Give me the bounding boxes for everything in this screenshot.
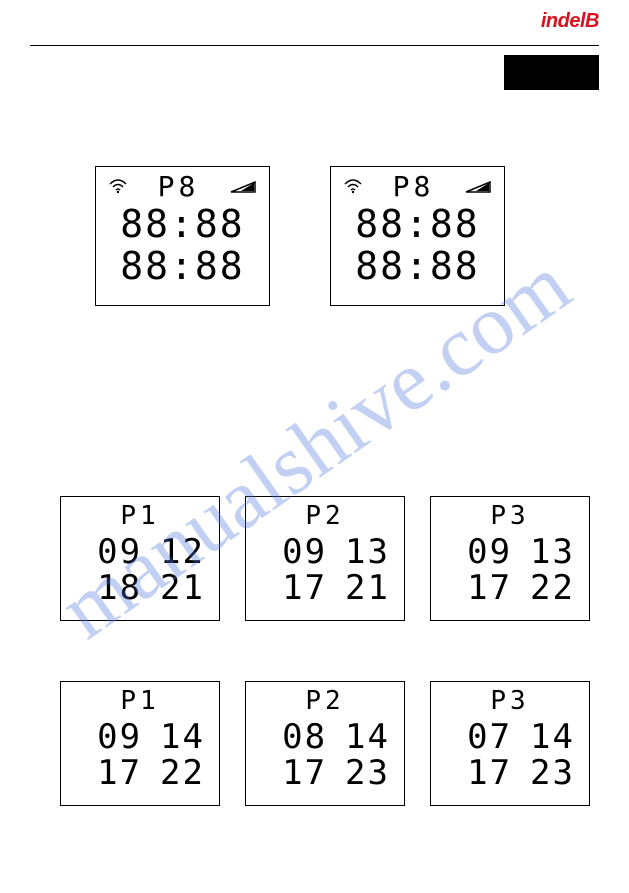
value-b: 22 bbox=[530, 571, 575, 605]
bot-panel-row: P1 0914 1722 P2 0814 1723 P3 0714 1723 bbox=[60, 681, 629, 806]
value-row: 1721 bbox=[254, 571, 396, 605]
value-row: 09 14 bbox=[69, 720, 211, 754]
value-a: 07 bbox=[467, 720, 512, 754]
time-line-1: 88:88 bbox=[355, 205, 479, 243]
value-b: 14 bbox=[345, 720, 390, 754]
lcd-panel: P2 0814 1723 bbox=[245, 681, 405, 806]
value-a: 09 bbox=[97, 720, 142, 754]
program-label: P1 bbox=[120, 503, 159, 529]
program-label: P2 bbox=[305, 503, 344, 529]
mid-panel-row: P1 0912 1821 P2 0913 1721 P3 0913 1722 bbox=[60, 496, 629, 621]
value-a: 18 bbox=[97, 571, 142, 605]
value-b: 14 bbox=[160, 720, 205, 754]
value-a: 17 bbox=[282, 756, 327, 790]
status-bar: P8 bbox=[339, 173, 496, 201]
lcd-panel: P3 0913 1722 bbox=[430, 496, 590, 621]
value-row: 07 14 bbox=[439, 720, 581, 754]
lcd-panel: P1 0914 1722 bbox=[60, 681, 220, 806]
value-row: 09 13 bbox=[439, 535, 581, 569]
value-b: 23 bbox=[345, 756, 390, 790]
program-label: P3 bbox=[490, 503, 529, 529]
top-panel-row: P8 88:88 88:88 P8 88:88 88:88 bbox=[95, 166, 629, 306]
time-line-1: 88:88 bbox=[120, 205, 244, 243]
value-b: 22 bbox=[160, 756, 205, 790]
value-row: 1723 bbox=[439, 756, 581, 790]
value-a: 09 bbox=[97, 535, 142, 569]
wifi-icon bbox=[108, 179, 128, 195]
value-row: 08 14 bbox=[254, 720, 396, 754]
brand-text: indelB bbox=[541, 10, 599, 32]
brand-logo: indelB bbox=[541, 10, 599, 33]
status-bar: P8 bbox=[104, 173, 261, 201]
value-a: 09 bbox=[282, 535, 327, 569]
value-b: 21 bbox=[345, 571, 390, 605]
program-label: P1 bbox=[120, 688, 159, 714]
value-b: 13 bbox=[345, 535, 390, 569]
lcd-panel: P1 0912 1821 bbox=[60, 496, 220, 621]
value-b: 21 bbox=[160, 571, 205, 605]
time-line-2: 88:88 bbox=[120, 247, 244, 285]
program-label: P8 bbox=[393, 173, 435, 201]
page-tab bbox=[504, 55, 599, 90]
program-label: P2 bbox=[305, 688, 344, 714]
value-b: 14 bbox=[530, 720, 575, 754]
value-row: 1821 bbox=[69, 571, 211, 605]
value-a: 17 bbox=[467, 756, 512, 790]
wifi-icon bbox=[343, 179, 363, 195]
value-b: 13 bbox=[530, 535, 575, 569]
value-a: 17 bbox=[282, 571, 327, 605]
value-a: 17 bbox=[97, 756, 142, 790]
value-row: 09 13 bbox=[254, 535, 396, 569]
value-row: 1723 bbox=[254, 756, 396, 790]
value-row: 1722 bbox=[69, 756, 211, 790]
lcd-panel: P8 88:88 88:88 bbox=[95, 166, 270, 306]
lcd-panel: P2 0913 1721 bbox=[245, 496, 405, 621]
lcd-panel: P8 88:88 88:88 bbox=[330, 166, 505, 306]
value-a: 09 bbox=[467, 535, 512, 569]
value-row: 09 12 bbox=[69, 535, 211, 569]
value-a: 08 bbox=[282, 720, 327, 754]
value-b: 12 bbox=[160, 535, 205, 569]
program-label: P3 bbox=[490, 688, 529, 714]
lcd-panel: P3 0714 1723 bbox=[430, 681, 590, 806]
time-line-2: 88:88 bbox=[355, 247, 479, 285]
value-b: 23 bbox=[530, 756, 575, 790]
program-label: P8 bbox=[158, 173, 200, 201]
battery-icon bbox=[464, 180, 492, 194]
battery-icon bbox=[229, 180, 257, 194]
value-a: 17 bbox=[467, 571, 512, 605]
value-row: 1722 bbox=[439, 571, 581, 605]
